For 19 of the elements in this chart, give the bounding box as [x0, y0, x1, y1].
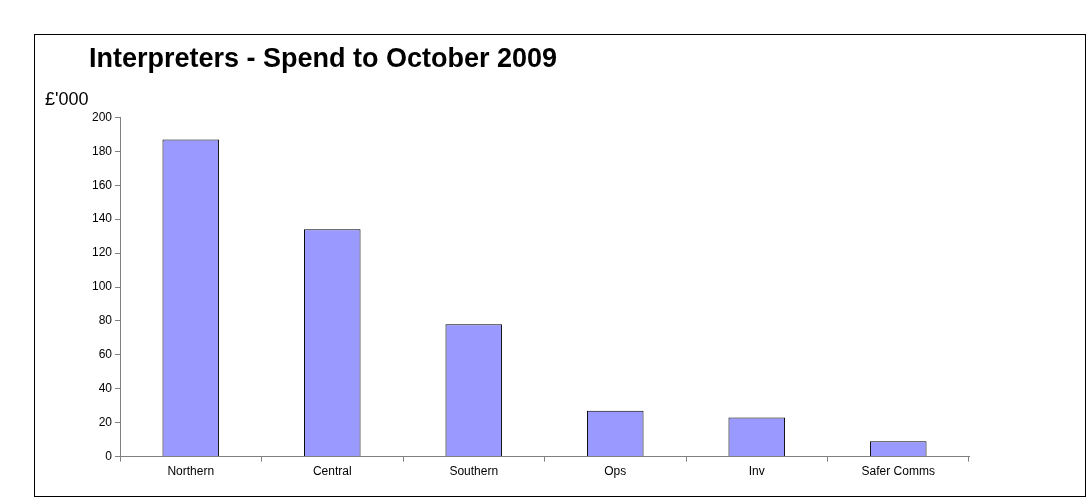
y-tick-label: 60	[98, 347, 113, 362]
y-tick-label: 160	[91, 177, 113, 192]
y-tick-label: 80	[98, 313, 113, 328]
y-tick-label: 40	[98, 381, 113, 396]
x-tick-label: Safer Comms	[861, 464, 935, 479]
y-tick-label: 120	[91, 245, 113, 260]
chart-title: Interpreters - Spend to October 2009	[89, 42, 558, 73]
x-tick-label: Central	[312, 464, 352, 479]
y-tick-label: 180	[91, 143, 113, 158]
x-tick-label: Inv	[748, 464, 765, 479]
y-tick-label: 200	[91, 109, 113, 124]
x-tick-label: Southern	[449, 464, 499, 479]
y-tick-label: 100	[91, 279, 113, 294]
y-tick-label: 20	[98, 414, 113, 429]
y-tick-label: 0	[105, 448, 113, 463]
y-axis-title: £'000	[45, 89, 89, 110]
y-tick-label: 140	[91, 211, 113, 226]
x-tick-label: Ops	[604, 464, 627, 479]
x-tick-label: Northern	[167, 464, 215, 479]
